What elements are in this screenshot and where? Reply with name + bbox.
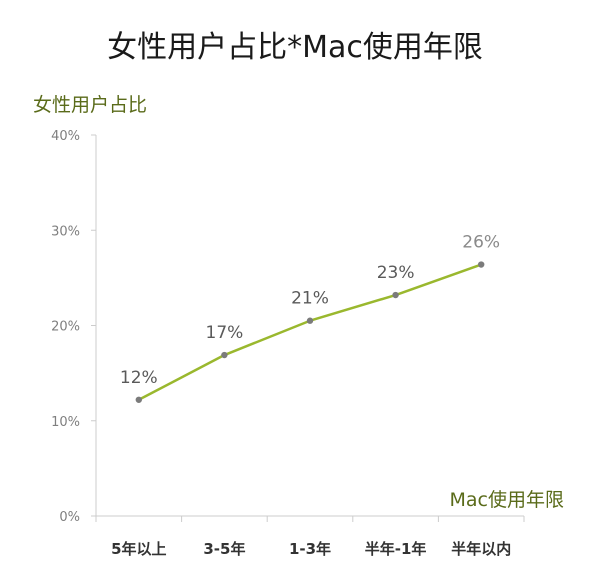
y-tick-label: 0% [59, 510, 80, 525]
y-tick-label: 20% [51, 320, 80, 335]
data-point [135, 396, 142, 403]
data-label: 21% [291, 289, 329, 309]
x-tick-label: 3-5年 [203, 540, 245, 558]
series: 12% 17% 21% 23% 26% [120, 233, 500, 403]
y-axis-title: 女性用户占比 [33, 94, 148, 116]
x-tick-label: 半年-1年 [365, 540, 427, 558]
x-tick-label: 半年以内 [451, 540, 511, 558]
data-point [392, 291, 399, 299]
data-label: 12% [120, 368, 158, 388]
y-axis: 0% 10% 20% 30% 40% [51, 129, 97, 525]
data-point [478, 261, 485, 268]
chart-title: 女性用户占比*Mac使用年限 [107, 30, 483, 65]
y-tick-label: 30% [51, 224, 80, 239]
x-tick-label: 5年以上 [111, 540, 166, 558]
data-label: 17% [206, 323, 244, 343]
x-tick-label: 1-3年 [289, 540, 331, 558]
x-axis-title: Mac使用年限 [449, 489, 564, 511]
y-tick-label: 40% [51, 129, 80, 144]
data-label: 26% [462, 233, 500, 253]
y-tick-label: 10% [51, 415, 80, 430]
data-point [221, 351, 228, 359]
x-axis: 5年以上 3-5年 1-3年 半年-1年 半年以内 [95, 515, 525, 558]
series-line [138, 263, 482, 401]
data-point [306, 317, 314, 324]
data-label: 23% [377, 263, 415, 283]
